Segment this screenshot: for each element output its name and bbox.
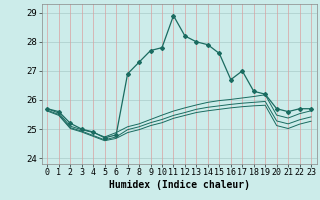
X-axis label: Humidex (Indice chaleur): Humidex (Indice chaleur) xyxy=(109,180,250,190)
